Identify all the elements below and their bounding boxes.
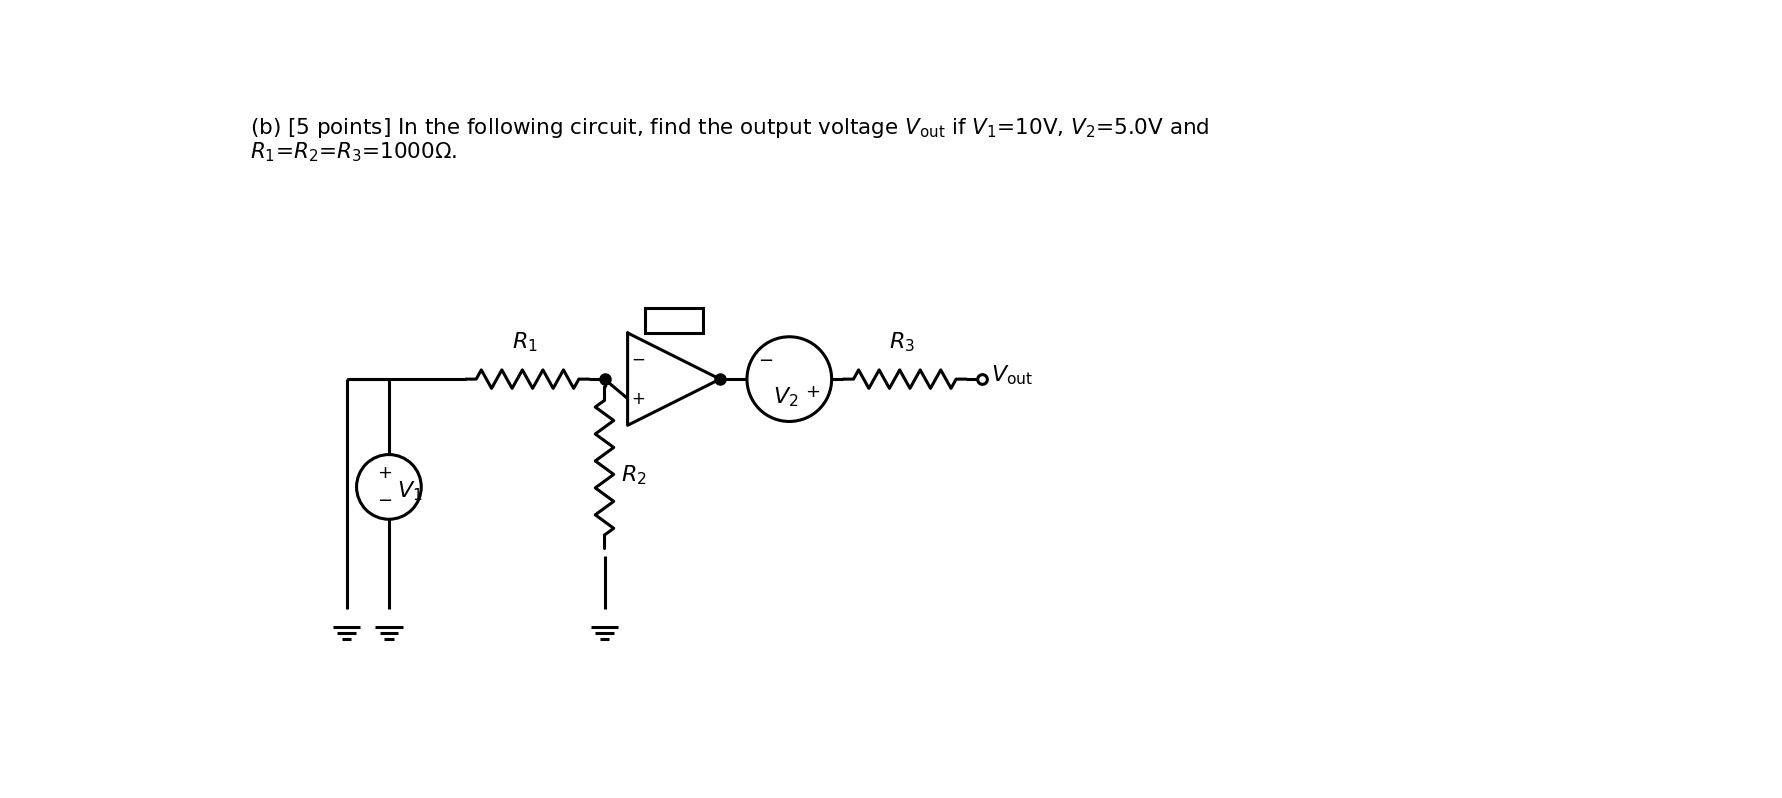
Text: −: −	[631, 350, 645, 369]
Text: (b) [5 points] In the following circuit, find the output voltage $V_{\mathrm{out: (b) [5 points] In the following circuit,…	[249, 116, 1210, 140]
Text: $V_{\mathrm{out}}$: $V_{\mathrm{out}}$	[991, 363, 1034, 387]
Text: +: +	[631, 389, 645, 408]
Text: $R_2$: $R_2$	[622, 464, 647, 487]
Text: +: +	[805, 383, 820, 401]
Text: −: −	[376, 492, 392, 511]
Text: $R_3$: $R_3$	[889, 331, 914, 354]
Text: $V_1$: $V_1$	[397, 479, 422, 503]
Text: $R_1$: $R_1$	[511, 331, 538, 354]
Text: $R_1$=$R_2$=$R_3$=1000$\Omega$.: $R_1$=$R_2$=$R_3$=1000$\Omega$.	[249, 140, 458, 164]
Text: $V_2$: $V_2$	[773, 385, 798, 409]
Text: +: +	[376, 464, 392, 482]
Text: −: −	[759, 353, 773, 370]
Bar	[645, 308, 702, 333]
